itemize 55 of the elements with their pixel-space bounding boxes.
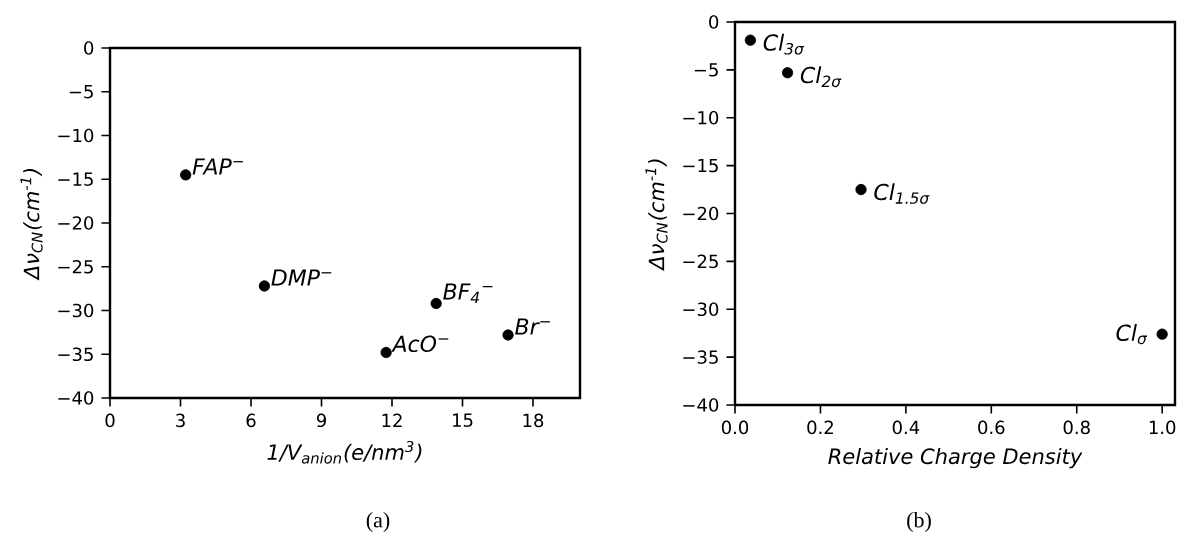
x-tick-label: 0.6	[978, 420, 1005, 435]
y-tick-label: −30	[58, 303, 94, 318]
y-tick-label: −30	[683, 302, 719, 317]
y-tick-label: −5	[694, 63, 718, 77]
x-tick-label: 3	[176, 413, 185, 428]
x-axis-title: 1/V$_{anion}$(e/nm$^{3}$)	[267, 440, 422, 464]
y-axis-title: Δν$_{CN}$(cm$^{-1}$)	[20, 168, 43, 281]
text: (a)	[366, 512, 390, 532]
x-axis-title: Relative Charge Density	[828, 447, 1083, 469]
x-tick-label: 9	[316, 413, 326, 428]
x-tick-label: 0.2	[807, 420, 833, 435]
x-tick-label: 0.4	[892, 420, 920, 435]
annotation: Cl$_{1.5σ}$	[874, 183, 930, 204]
annotation: AcO$^{−}$	[391, 335, 449, 353]
annotation: Br$^{−}$	[515, 318, 550, 335]
point	[180, 169, 192, 181]
point	[1156, 328, 1168, 340]
x-tick-label: 1.0	[1149, 420, 1176, 435]
x-tick-label: 12	[382, 413, 402, 427]
y-tick-label: −20	[58, 216, 94, 230]
y-tick-label: −35	[683, 350, 718, 364]
y-tick-label: 0	[84, 41, 94, 55]
y-tick-label: −20	[683, 206, 719, 221]
point	[258, 280, 270, 292]
y-tick-label: −25	[683, 254, 718, 269]
x-tick-label: 0	[105, 413, 115, 428]
y-tick-label: −15	[58, 172, 93, 186]
point	[855, 183, 867, 196]
y-tick-label: −40	[58, 391, 94, 405]
point	[781, 67, 794, 79]
annotation: DMP$^{−}$	[271, 269, 332, 286]
x-tick-label: 18	[523, 413, 544, 428]
point	[502, 329, 514, 341]
y-tick-label: −25	[58, 259, 93, 274]
text: (b)	[907, 512, 931, 532]
y-tick-label: −15	[683, 158, 718, 173]
y-tick-label: −5	[69, 85, 93, 99]
point	[744, 34, 756, 46]
annotation: FAP$^{−}$	[192, 158, 244, 175]
x-tick-label: 0.8	[1063, 420, 1090, 435]
y-tick-label: −35	[58, 347, 93, 362]
y-tick-label: −40	[683, 398, 719, 412]
point	[380, 346, 392, 359]
y-tick-label: −10	[683, 110, 719, 125]
annotation: Cl$_{σ}$	[1116, 324, 1148, 345]
y-tick-label: 0	[709, 15, 719, 29]
annotation: BF$_{4}$−	[443, 283, 493, 304]
annotation: Cl$_{3σ}$	[763, 33, 805, 55]
x-tick-label: 15	[453, 413, 473, 427]
y-axis-title: Δν$_{CN}$(cm$^{-1}$)	[645, 159, 668, 272]
x-tick-label: 6	[246, 413, 256, 428]
x-tick-label: 0.0	[721, 420, 749, 435]
y-tick-label: −10	[58, 128, 94, 143]
point	[430, 297, 442, 310]
annotation: Cl$_{2σ}$	[800, 66, 842, 88]
